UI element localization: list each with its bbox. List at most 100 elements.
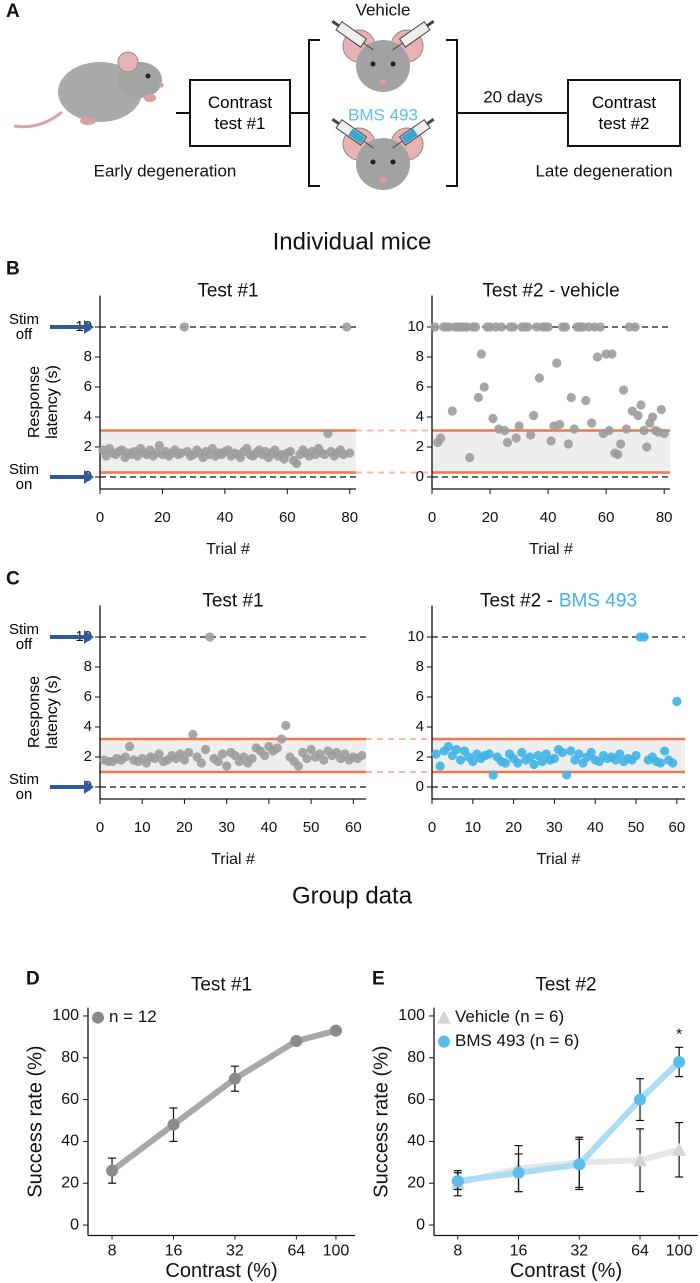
x-tick-label: 64 [631, 1243, 649, 1260]
section-header: Group data [292, 882, 413, 909]
trial-point [205, 632, 215, 642]
y-tick-label: 20 [407, 1174, 425, 1191]
stimulus-label: Stim off [9, 312, 39, 342]
data-point [672, 1142, 687, 1156]
panel-label: B [6, 259, 20, 280]
x-tick-label: 64 [287, 1243, 305, 1260]
trial-point [188, 729, 198, 740]
trial-point [639, 632, 649, 642]
trial-point [534, 373, 544, 383]
trial-point [566, 746, 576, 756]
trial-point [465, 452, 475, 463]
y-tick-label: 8 [416, 658, 424, 675]
trial-point [200, 744, 211, 755]
stimulus-arrowhead [84, 630, 94, 644]
y-tick-label: 10 [407, 628, 424, 645]
panel-label: A [6, 1, 20, 22]
y-tick-label: 0 [416, 1216, 425, 1233]
trial-point [655, 758, 666, 768]
x-tick-label: 60 [279, 509, 296, 526]
trial-point [630, 322, 640, 332]
x-tick-label: 32 [570, 1243, 588, 1260]
trial-point [511, 433, 521, 443]
trial-point [488, 770, 498, 780]
stimulus-label: Stim on [9, 462, 39, 492]
trial-point [213, 756, 223, 767]
x-tick-label: 30 [546, 819, 563, 836]
group-label: Vehicle [356, 0, 411, 19]
trial-point [357, 750, 367, 761]
trial-point [502, 437, 513, 448]
step-box [567, 79, 681, 147]
y-tick-label: 10 [407, 318, 424, 335]
y-tick-label: 100 [52, 1007, 79, 1024]
x-axis-title: Trial # [206, 541, 250, 558]
trial-point [642, 442, 652, 452]
stimulus-label: Stim on [9, 772, 39, 802]
step-text: Contrast test #1 [207, 93, 273, 133]
y-tick-label: 8 [84, 348, 92, 365]
y-tick-label: 8 [416, 348, 424, 365]
title-text: Test #2 - vehicle [482, 281, 619, 302]
x-tick-label: 0 [96, 509, 104, 526]
trial-point [184, 747, 194, 758]
title-text: Test #1 [202, 591, 263, 612]
trial-point [342, 322, 352, 332]
x-tick-label: 100 [323, 1243, 350, 1260]
chart-title: Test #2 - vehicle [482, 281, 619, 302]
data-point [106, 1164, 119, 1177]
step-box-label: Contrast test #1 [207, 93, 273, 133]
trial-point [639, 425, 649, 436]
bracket [446, 39, 458, 187]
x-tick-label: 20 [482, 509, 499, 526]
trial-point [537, 756, 547, 767]
trial-point [154, 440, 164, 451]
trial-point [345, 448, 355, 458]
x-axis-title: Trial # [211, 851, 255, 868]
y-tick-label: 100 [398, 1007, 425, 1024]
data-point [673, 1055, 686, 1068]
y-tick-label: 80 [407, 1049, 425, 1066]
trial-point [587, 418, 597, 428]
trial-point [607, 349, 617, 359]
y-tick-label: 2 [416, 438, 424, 455]
trial-point [513, 758, 523, 768]
x-axis-title: Contrast (%) [510, 1260, 622, 1282]
legend-marker [92, 1011, 104, 1024]
trial-point [293, 761, 304, 771]
trial-point [604, 425, 614, 436]
y-tick-label: 0 [70, 1216, 79, 1233]
x-axis-title: Contrast (%) [165, 1260, 277, 1282]
trial-point [319, 755, 329, 765]
trial-point [455, 755, 466, 765]
trial-point [499, 425, 510, 436]
trial-point [659, 428, 669, 439]
data-point [329, 1024, 342, 1037]
y-tick-label: 0 [416, 778, 424, 795]
x-tick-label: 40 [261, 819, 278, 836]
trial-point [647, 412, 658, 422]
y-tick-label: 4 [84, 718, 92, 735]
trial-point [656, 404, 666, 415]
trial-point [563, 439, 574, 449]
trial-point [473, 392, 484, 403]
title-text: Test #2 - [480, 591, 553, 612]
legend-label: BMS 493 (n = 6) [455, 1031, 579, 1050]
y-axis-title: Success rate (%) [370, 1045, 392, 1197]
trial-point [479, 382, 489, 392]
trial-point [562, 770, 572, 780]
trial-point [285, 446, 296, 457]
trial-point [613, 449, 623, 460]
x-tick-label: 8 [108, 1243, 117, 1260]
legend-marker [437, 1010, 451, 1024]
y-tick-label: 6 [416, 688, 424, 705]
trial-point [618, 385, 629, 395]
legend-label: Vehicle (n = 6) [455, 1007, 564, 1026]
bracket [308, 39, 320, 187]
x-tick-label: 32 [226, 1243, 244, 1260]
chart-title: Test #2 [535, 975, 596, 996]
trial-point [292, 458, 302, 469]
mouse-illustration [13, 51, 164, 129]
